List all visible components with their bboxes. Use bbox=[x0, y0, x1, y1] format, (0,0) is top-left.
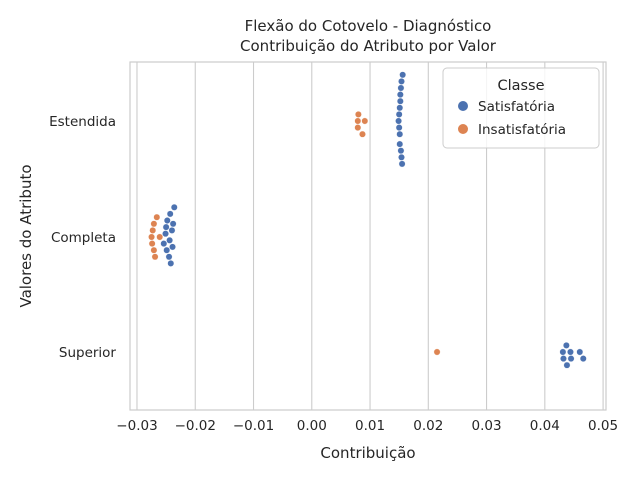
data-point bbox=[395, 124, 403, 132]
data-point bbox=[433, 348, 441, 356]
y-tick-label: Completa bbox=[51, 230, 116, 246]
data-point bbox=[579, 355, 587, 362]
data-point bbox=[398, 153, 405, 161]
data-point bbox=[396, 130, 404, 138]
legend-box bbox=[442, 67, 600, 149]
chart-title: Flexão do Cotovelo - Diagnóstico bbox=[245, 17, 492, 35]
legend-marker bbox=[458, 124, 468, 134]
data-point bbox=[165, 253, 173, 261]
x-ticks: −0.03 −0.02 −0.01 0.00 0.01 0.02 0.03 0.04 0.05 bbox=[116, 418, 618, 434]
chart-subtitle: Contribuição do Atributo por Valor bbox=[240, 37, 497, 55]
data-point bbox=[162, 230, 169, 238]
data-point bbox=[398, 160, 406, 168]
x-tick-label: −0.01 bbox=[233, 418, 274, 434]
x-tick-label: 0.04 bbox=[530, 418, 560, 434]
data-point bbox=[166, 236, 174, 244]
y-tick-label: Estendida bbox=[49, 114, 116, 130]
legend-entries: Satisfatória Insatisfatória bbox=[458, 99, 566, 138]
data-point bbox=[163, 217, 171, 224]
data-point bbox=[398, 78, 405, 85]
x-tick-label: 0.05 bbox=[588, 418, 618, 434]
x-tick-label: −0.03 bbox=[116, 418, 157, 434]
data-point bbox=[399, 71, 407, 79]
data-point bbox=[166, 210, 174, 218]
data-point bbox=[396, 91, 404, 99]
data-point bbox=[567, 355, 575, 362]
data-point bbox=[354, 111, 362, 118]
data-point bbox=[169, 220, 177, 228]
data-point bbox=[395, 117, 402, 125]
data-point bbox=[396, 140, 404, 148]
x-tick-label: 0.00 bbox=[297, 418, 327, 434]
data-point bbox=[151, 253, 159, 261]
data-point bbox=[559, 348, 567, 356]
data-point bbox=[156, 233, 164, 241]
data-point bbox=[354, 124, 362, 132]
data-point bbox=[396, 97, 404, 105]
points bbox=[148, 71, 587, 369]
data-point bbox=[169, 243, 176, 251]
data-point bbox=[162, 223, 170, 231]
data-point bbox=[148, 240, 156, 248]
x-tick-label: 0.02 bbox=[413, 418, 443, 434]
data-point bbox=[562, 341, 570, 349]
data-point bbox=[170, 203, 178, 211]
data-point bbox=[148, 233, 155, 241]
y-ticks: Estendida Completa Superior bbox=[49, 114, 116, 361]
data-point bbox=[160, 240, 168, 248]
data-point bbox=[560, 355, 567, 362]
data-point bbox=[168, 226, 176, 234]
data-point bbox=[149, 226, 157, 234]
data-point bbox=[354, 117, 362, 125]
legend-title: Classe bbox=[497, 78, 544, 94]
data-point bbox=[361, 117, 369, 125]
x-tick-label: 0.01 bbox=[355, 418, 385, 434]
data-point bbox=[150, 246, 158, 254]
plot-frame bbox=[129, 61, 607, 411]
legend: Classe Satisfatória Insatisfatória bbox=[442, 67, 600, 149]
data-point bbox=[397, 84, 405, 92]
data-point bbox=[576, 348, 584, 356]
data-point bbox=[567, 348, 574, 356]
data-point bbox=[153, 213, 161, 221]
data-point bbox=[397, 147, 405, 155]
x-tick-label: 0.03 bbox=[472, 418, 502, 434]
data-point bbox=[167, 259, 175, 267]
data-point bbox=[396, 104, 404, 112]
data-point bbox=[563, 361, 571, 369]
legend-marker bbox=[458, 101, 468, 111]
data-point bbox=[395, 111, 403, 118]
y-axis-label: Valores do Atributo bbox=[17, 164, 35, 307]
data-point bbox=[150, 220, 158, 228]
legend-label: Insatisfatória bbox=[478, 122, 566, 138]
legend-label: Satisfatória bbox=[478, 99, 555, 115]
x-tick-label: −0.02 bbox=[175, 418, 216, 434]
y-tick-label: Superior bbox=[59, 345, 117, 361]
data-point bbox=[359, 130, 366, 138]
data-point bbox=[163, 246, 171, 254]
x-axis-label: Contribuição bbox=[320, 444, 415, 462]
